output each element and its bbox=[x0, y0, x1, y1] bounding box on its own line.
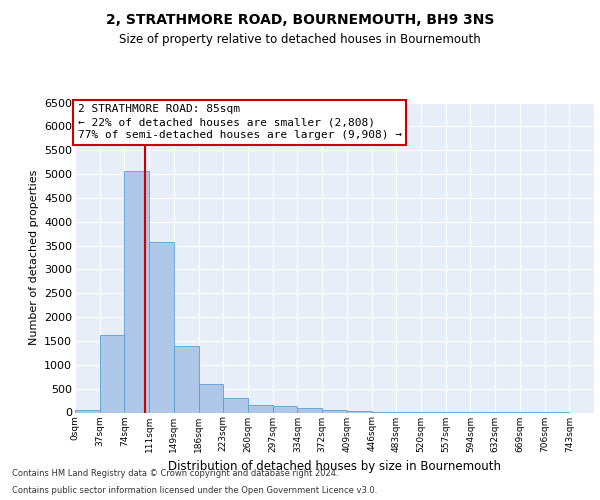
Bar bbox=[199, 384, 223, 412]
Text: 2 STRATHMORE ROAD: 85sqm
← 22% of detached houses are smaller (2,808)
77% of sem: 2 STRATHMORE ROAD: 85sqm ← 22% of detach… bbox=[77, 104, 401, 141]
Bar bbox=[347, 411, 371, 412]
Bar bbox=[322, 410, 347, 412]
Bar bbox=[223, 398, 248, 412]
Bar bbox=[124, 170, 149, 412]
Bar bbox=[248, 406, 273, 412]
Bar bbox=[298, 408, 322, 412]
X-axis label: Distribution of detached houses by size in Bournemouth: Distribution of detached houses by size … bbox=[168, 460, 501, 473]
Bar bbox=[100, 335, 124, 412]
Text: Contains HM Land Registry data © Crown copyright and database right 2024.: Contains HM Land Registry data © Crown c… bbox=[12, 468, 338, 477]
Bar bbox=[174, 346, 199, 412]
Text: Contains public sector information licensed under the Open Government Licence v3: Contains public sector information licen… bbox=[12, 486, 377, 495]
Text: 2, STRATHMORE ROAD, BOURNEMOUTH, BH9 3NS: 2, STRATHMORE ROAD, BOURNEMOUTH, BH9 3NS bbox=[106, 12, 494, 26]
Bar bbox=[75, 410, 100, 412]
Bar bbox=[273, 406, 298, 412]
Text: Size of property relative to detached houses in Bournemouth: Size of property relative to detached ho… bbox=[119, 32, 481, 46]
Y-axis label: Number of detached properties: Number of detached properties bbox=[29, 170, 38, 345]
Bar bbox=[149, 242, 174, 412]
